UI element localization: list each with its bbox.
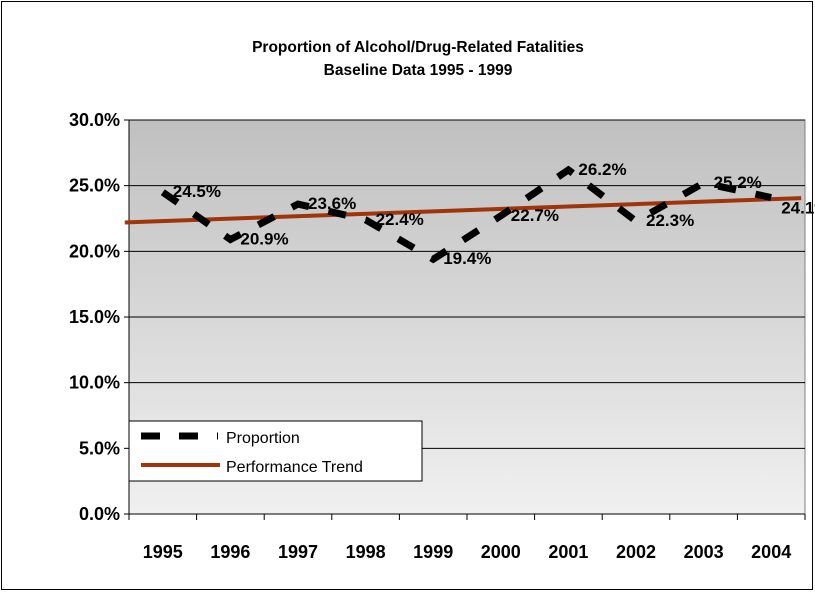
y-axis-ticks: 30.0% 25.0% 20.0% 15.0% 10.0% 5.0% 0.0% <box>69 110 120 524</box>
data-label: 22.4% <box>376 210 424 229</box>
x-tick-label: 2002 <box>616 542 656 562</box>
legend-label-trend: Performance Trend <box>226 459 363 476</box>
x-tick-label: 1998 <box>346 542 386 562</box>
y-tick-label: 15.0% <box>69 307 120 327</box>
data-label: 22.7% <box>511 206 559 225</box>
data-label: 23.6% <box>308 194 356 213</box>
chart-subtitle: Baseline Data 1995 - 1999 <box>324 62 513 79</box>
x-tick-label: 1997 <box>278 542 318 562</box>
data-label: 26.2% <box>578 160 626 179</box>
y-tick-label: 10.0% <box>69 373 120 393</box>
data-label: 25.2% <box>714 173 762 192</box>
data-label: 19.4% <box>443 249 491 268</box>
y-tick-label: 5.0% <box>79 438 120 458</box>
legend-box <box>128 420 423 482</box>
legend: Proportion Performance Trend <box>128 420 423 482</box>
x-tick-label: 2003 <box>684 542 724 562</box>
proportion-series <box>160 165 772 264</box>
y-tick-label: 20.0% <box>69 241 120 261</box>
x-tick-label: 1995 <box>143 542 183 562</box>
x-tick-label: 2004 <box>751 542 791 562</box>
proportion-line <box>160 165 772 264</box>
x-tick-label: 1996 <box>210 542 250 562</box>
x-tick-label: 2000 <box>481 542 521 562</box>
y-tick-label: 30.0% <box>69 110 120 130</box>
x-tick-label: 2001 <box>548 542 588 562</box>
y-tick-label: 25.0% <box>69 176 120 196</box>
data-label: 24.5% <box>173 182 221 201</box>
y-tick-label: 0.0% <box>79 504 120 524</box>
data-label: 20.9% <box>240 230 288 249</box>
chart-title: Proportion of Alcohol/Drug-Related Fatal… <box>252 39 584 56</box>
trend-line <box>124 196 802 225</box>
data-label: 24.1% <box>781 198 815 217</box>
data-labels: 24.5% 20.9% 23.6% 22.4% 19.4% 22.7% 26.2% 22.3%… <box>173 160 815 268</box>
x-axis-ticks: 1995 1996 1997 1998 1999 2000 2001 2002 2003 2004 <box>143 542 791 562</box>
legend-label-proportion: Proportion <box>226 430 300 447</box>
data-label: 22.3% <box>646 211 694 230</box>
trend-series <box>124 196 802 225</box>
x-tick-label: 1999 <box>413 542 453 562</box>
